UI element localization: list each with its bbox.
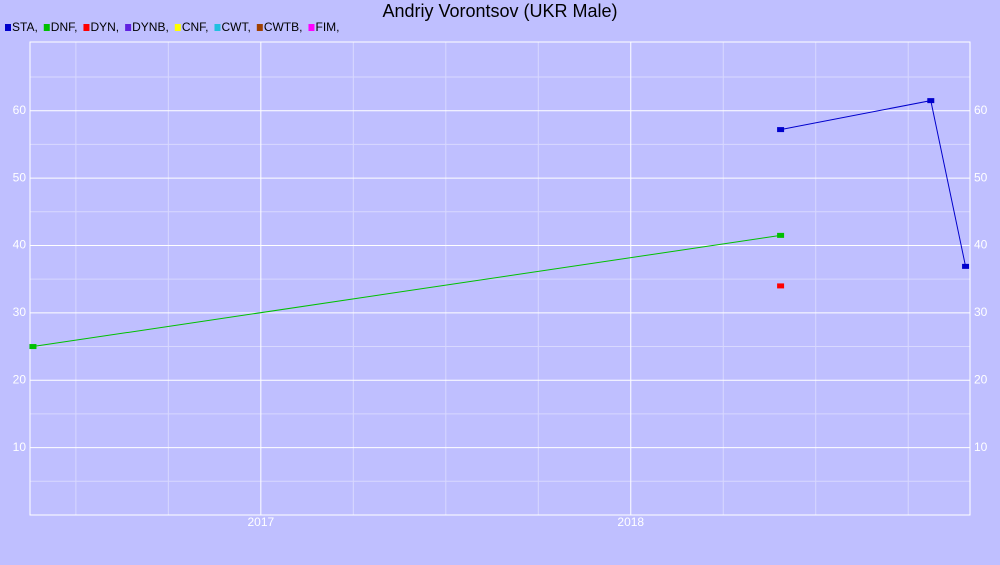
point	[777, 283, 785, 289]
legend-swatch	[256, 24, 263, 31]
legend-swatch	[174, 24, 181, 31]
legend-label: DNF,	[51, 20, 78, 34]
y-tick-label-right: 30	[974, 305, 988, 319]
legend-label: CNF,	[182, 20, 209, 34]
y-tick-label-right: 50	[974, 170, 988, 184]
series-line	[32, 234, 781, 348]
legend-swatch	[125, 24, 132, 31]
y-tick-label-right: 40	[974, 238, 988, 252]
legend-label: STA,	[12, 20, 38, 34]
point	[927, 98, 935, 104]
legend-label: FIM,	[315, 20, 339, 34]
legend-swatch	[308, 24, 315, 31]
y-tick-label: 60	[13, 103, 27, 117]
y-tick-label: 10	[13, 440, 27, 454]
x-tick-label: 2017	[247, 515, 274, 529]
y-tick-label: 20	[13, 372, 27, 386]
chart-title: Andriy Vorontsov (UKR Male)	[382, 1, 617, 21]
legend-label: CWTB,	[264, 20, 303, 34]
plot-frame	[29, 41, 971, 516]
y-tick-label: 50	[13, 170, 27, 184]
legend-label: DYN,	[90, 20, 119, 34]
point	[777, 127, 785, 133]
legend-swatch	[5, 24, 11, 31]
x-tick-label: 2018	[617, 515, 644, 529]
y-tick-label: 30	[13, 305, 27, 319]
legend-label: CWT,	[221, 20, 250, 34]
legend-swatch	[214, 24, 221, 31]
point	[777, 232, 785, 238]
legend-label: DYNB,	[132, 20, 169, 34]
y-tick-label-right: 10	[974, 440, 988, 454]
y-tick-label-right: 20	[974, 372, 988, 386]
y-tick-label-right: 60	[974, 103, 988, 117]
point	[962, 263, 970, 269]
legend-swatch	[43, 24, 50, 31]
legend-swatch	[83, 24, 90, 31]
y-tick-label: 40	[13, 238, 27, 252]
point	[29, 344, 37, 350]
